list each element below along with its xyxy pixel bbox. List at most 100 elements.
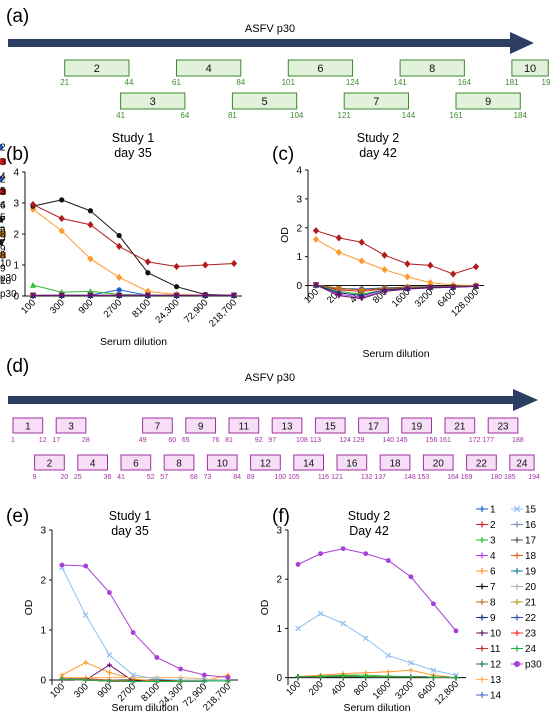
- chart-subtitle: day 35: [111, 524, 149, 538]
- legend-label: 9: [0, 263, 6, 274]
- legend-item-13: 13: [476, 675, 502, 686]
- data-point: [173, 292, 180, 299]
- legend-item-18: 18: [511, 551, 537, 562]
- x-tick-label: 900: [77, 297, 96, 316]
- legend-label: 6: [0, 201, 6, 212]
- data-point: [0, 216, 3, 223]
- legend-item-p30: p30: [0, 273, 17, 284]
- y-tick-label: 1: [276, 624, 282, 635]
- peptide-box: [77, 454, 109, 471]
- data-point: [381, 266, 388, 274]
- legend-item-p30: p30: [511, 660, 542, 671]
- peptide-end: 172: [469, 437, 481, 444]
- peptide-5: 5 81 104: [228, 92, 304, 120]
- series-line: [61, 564, 229, 678]
- peptide-start: 145: [396, 437, 408, 444]
- peptide-box: [271, 417, 303, 434]
- legend-label: 15: [525, 505, 537, 516]
- peptide-start: 61: [172, 78, 181, 87]
- legend-label: 2: [0, 143, 6, 154]
- peptide-start: 97: [268, 437, 276, 444]
- peptide-end: 44: [125, 78, 134, 87]
- data-point: [335, 293, 342, 299]
- peptide-id: 7: [373, 96, 379, 108]
- data-point: [29, 282, 37, 288]
- peptide-id: 23: [497, 422, 509, 433]
- peptide-box: [358, 417, 389, 434]
- legend-label: 2: [490, 520, 496, 531]
- peptide-6: 6 41 52: [117, 454, 155, 481]
- peptide-id: 6: [317, 63, 323, 75]
- peptide-start: 121: [331, 474, 343, 481]
- legend-item-7: 7: [476, 582, 496, 593]
- peptide-4: 4 61 84: [172, 59, 246, 87]
- x-tick-label: 300: [72, 681, 91, 700]
- data-point: [363, 551, 369, 557]
- peptide-box: [401, 417, 432, 434]
- panel-label-b: (b): [6, 144, 29, 165]
- peptide-end: 164: [458, 78, 472, 87]
- peptide-end: 52: [147, 474, 155, 481]
- data-point: [0, 144, 3, 150]
- peptide-box: [511, 59, 549, 77]
- data-point: [144, 287, 151, 295]
- peptide-box: [120, 454, 152, 471]
- peptide-box: [250, 454, 281, 471]
- peptide-box: [34, 454, 65, 471]
- legend-label: 22: [525, 613, 537, 624]
- y-tick-label: 3: [13, 199, 19, 210]
- y-tick-label: 0: [13, 292, 19, 303]
- series-10: [29, 292, 238, 299]
- data-point: [178, 666, 183, 672]
- peptide-box: [163, 454, 195, 471]
- peptide-id: 22: [476, 459, 488, 470]
- peptide-box: [206, 454, 238, 471]
- peptide-start: 57: [160, 474, 168, 481]
- peptide-start: 137: [374, 474, 386, 481]
- legend-item-17: 17: [511, 536, 537, 547]
- series-line: [297, 669, 457, 679]
- peptide-map-a: 2 21 44 3 41 64 4 61 84 5 81 104 6 101 124 7 121 144 8 141 1…: [60, 59, 550, 120]
- data-point: [479, 506, 485, 512]
- peptide-id: 16: [346, 459, 358, 470]
- peptide-box: [399, 59, 465, 77]
- peptide-box: [64, 59, 130, 77]
- peptide-start: 105: [288, 474, 300, 481]
- legend-label: 3: [0, 187, 6, 198]
- data-point: [408, 574, 414, 580]
- peptide-id: 4: [206, 63, 212, 75]
- data-point: [427, 261, 434, 269]
- legend-item-2: 2: [0, 143, 6, 154]
- peptide-end: 124: [339, 437, 351, 444]
- legend-label: 11: [490, 644, 501, 655]
- data-point: [0, 231, 6, 237]
- peptide-start: 49: [139, 437, 147, 444]
- peptide-id: 10: [217, 459, 229, 470]
- y-tick-label: 0: [276, 673, 282, 684]
- data-point: [107, 662, 112, 668]
- y-tick-label: 2: [40, 576, 46, 587]
- data-point: [359, 287, 365, 293]
- peptide-end: 84: [233, 474, 241, 481]
- data-point: [479, 661, 485, 667]
- data-point: [472, 263, 480, 271]
- y-tick-label: 1: [296, 252, 302, 263]
- peptide-start: 81: [228, 111, 237, 120]
- data-point: [83, 677, 89, 683]
- peptide-id: 18: [389, 459, 401, 470]
- legend-item-9: 9: [0, 244, 6, 255]
- data-point: [312, 282, 320, 289]
- data-point: [404, 286, 411, 293]
- x-axis-label: Serum dilution: [343, 702, 410, 714]
- data-point: [0, 176, 3, 182]
- x-tick-label: 200: [307, 679, 326, 698]
- data-point: [230, 292, 238, 299]
- data-point: [408, 667, 414, 673]
- data-point: [479, 599, 485, 605]
- peptide-start: 17: [52, 437, 60, 444]
- chart-title: Study 2: [357, 131, 399, 145]
- legend-item-5: 5: [0, 186, 6, 197]
- peptide-start: 73: [204, 474, 212, 481]
